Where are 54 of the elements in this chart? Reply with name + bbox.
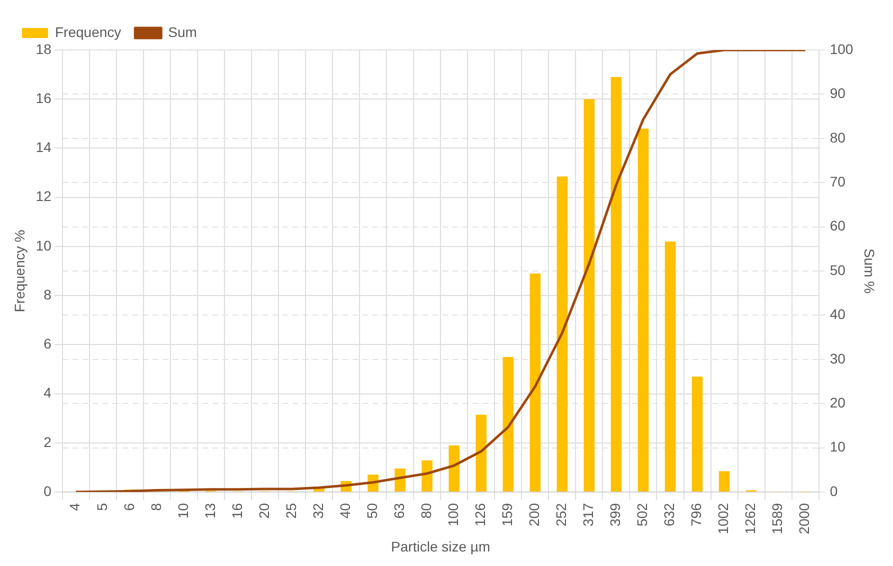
- x-tick-label: 20: [256, 502, 272, 519]
- x-axis-title: Particle size µm: [391, 538, 490, 554]
- x-tick-label: 126: [472, 502, 488, 526]
- x-tick-label: 796: [688, 502, 704, 526]
- y-tick-label: 14: [36, 139, 52, 156]
- x-tick-label: 252: [553, 502, 570, 526]
- x-tick-label: 502: [634, 502, 650, 526]
- x-tick-label: 50: [364, 502, 380, 519]
- y2-axis-title: Sum %: [862, 248, 878, 294]
- y2-tick-label: 20: [830, 394, 846, 411]
- x-tick-label: 100: [444, 502, 461, 526]
- x-tick-label: 6: [120, 502, 137, 511]
- y2-tick-label: 90: [830, 85, 846, 102]
- x-tick-label: 40: [336, 502, 353, 519]
- x-tick-label: 399: [607, 502, 624, 526]
- y2-tick-label: 30: [830, 350, 846, 366]
- x-tick-label: 25: [282, 502, 299, 519]
- y-axis-title: Frequency %: [11, 230, 28, 312]
- x-tick-label: 80: [418, 502, 434, 519]
- y-tick-label: 6: [44, 336, 52, 352]
- y2-tick-label: 80: [830, 129, 846, 146]
- legend-label: Sum: [168, 24, 197, 40]
- x-tick-label: 1262: [742, 502, 758, 534]
- y2-tick-label: 100: [830, 40, 854, 57]
- y-tick-label: 16: [36, 90, 52, 106]
- x-tick-label: 8: [148, 502, 164, 511]
- y2-tick-label: 10: [830, 438, 846, 455]
- x-tick-label: 5: [94, 502, 110, 511]
- x-tick-label: 4: [66, 502, 83, 511]
- x-tick-label: 200: [526, 502, 542, 526]
- x-tick-label: 317: [580, 502, 596, 526]
- y-tick-label: 2: [44, 434, 52, 450]
- y2-tick-label: 50: [830, 262, 846, 278]
- y2-tick-label: 70: [830, 173, 846, 190]
- x-tick-label: 32: [310, 502, 326, 519]
- x-tick-label: 159: [499, 502, 516, 526]
- x-tick-label: 16: [228, 502, 245, 519]
- y-tick-label: 4: [44, 384, 52, 401]
- legend-label: Frequency: [55, 24, 122, 40]
- y-tick-label: 18: [36, 40, 52, 57]
- y2-tick-label: 0: [830, 482, 838, 499]
- x-tick-label: 63: [390, 502, 407, 519]
- x-tick-label: 10: [174, 502, 191, 519]
- y-tick-label: 12: [36, 188, 52, 204]
- y2-tick-label: 60: [830, 218, 846, 234]
- y-tick-label: 10: [36, 237, 52, 254]
- x-tick-label: 13: [202, 502, 218, 519]
- x-tick-label: 632: [661, 502, 678, 526]
- x-tick-label: 1589: [769, 502, 786, 534]
- y2-tick-label: 40: [830, 306, 846, 322]
- y-tick-label: 0: [44, 482, 52, 499]
- y-tick-label: 8: [44, 286, 52, 302]
- x-tick-label: 2000: [796, 502, 812, 534]
- x-tick-label: 1002: [715, 502, 732, 534]
